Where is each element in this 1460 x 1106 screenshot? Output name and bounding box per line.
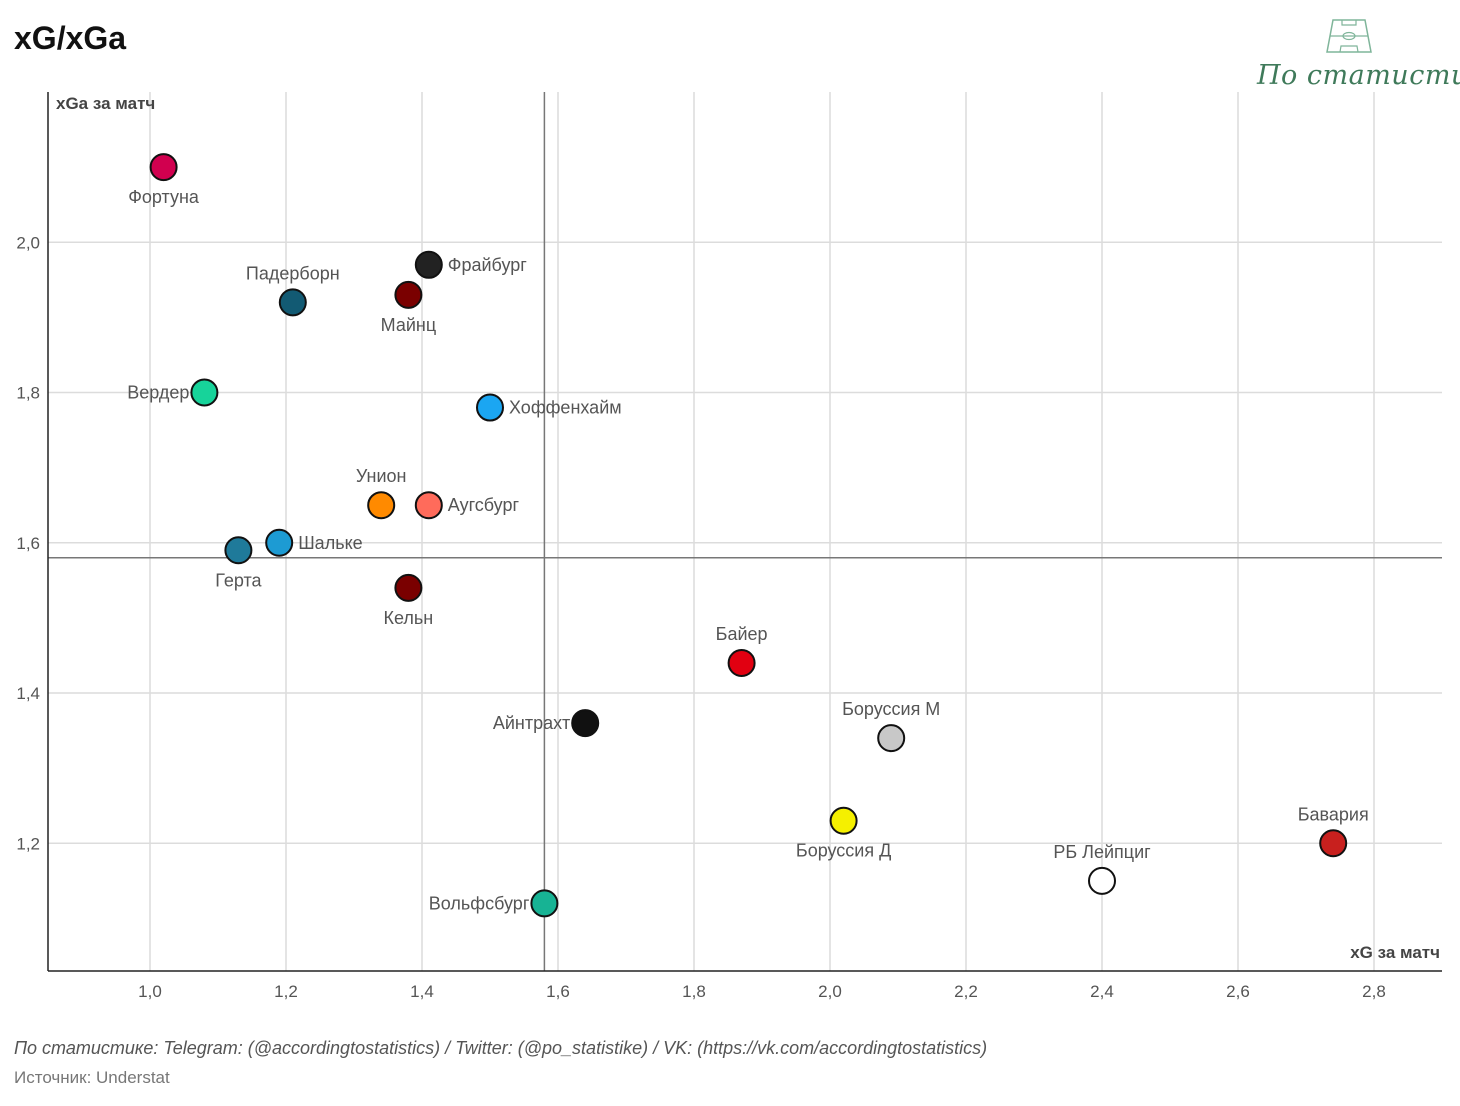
x-axis-label: xG за матч [1350,943,1440,962]
data-points [149,153,1348,918]
data-point [727,648,756,677]
data-label: Майнц [381,315,437,335]
data-label: Айнтрахт [493,713,570,733]
data-point [394,280,423,309]
data-point [829,806,858,835]
chart-title: xG/xGa [14,20,127,56]
data-point [224,536,253,565]
data-label: Аугсбург [448,495,520,515]
data-point [1088,866,1116,895]
data-point [394,573,423,602]
data-point [278,288,307,317]
y-tick-label: 1,2 [16,834,40,853]
x-tick-label: 1,2 [274,982,298,1001]
data-point [367,491,396,520]
data-point [877,724,906,753]
data-label: Боруссия М [842,699,940,719]
data-point [1319,829,1348,858]
tick-labels: 1,0 1,2 1,4 1,6 1,8 2,0 2,2 2,4 2,6 2,8 1,2 1,4 1,6 1… [16,233,1385,1001]
y-tick-label: 1,8 [16,384,40,403]
y-tick-label: 1,6 [16,534,40,553]
x-tick-label: 2,8 [1362,982,1386,1001]
data-point [530,889,559,918]
data-point [265,528,294,557]
grid-lines [48,92,1442,971]
data-point [414,491,443,520]
data-point [414,250,443,279]
data-label: Фортуна [128,187,200,207]
data-point [571,709,600,738]
data-label: РБ Лейпциг [1053,842,1151,862]
brand-logo: По статистике [1255,18,1460,98]
axes [47,92,1442,972]
x-tick-label: 2,4 [1090,982,1114,1001]
data-label: Шальке [298,533,362,553]
x-tick-label: 1,6 [546,982,570,1001]
data-label: Фрайбург [448,255,527,275]
source-note: Источник: Understat [14,1068,170,1087]
data-label: Кельн [384,608,434,628]
reference-lines [48,92,1442,971]
scatter-chart: 1,0 1,2 1,4 1,6 1,8 2,0 2,2 2,4 2,6 2,8 1,2 1,4 1,6 1… [16,92,1442,1001]
x-tick-label: 1,4 [410,982,434,1001]
data-label: Байер [716,624,768,644]
data-label: Герта [215,570,262,590]
credits-footer: По статистике: Telegram: (@accordingtost… [14,1038,988,1058]
data-label: Боруссия Д [796,841,891,861]
data-label: Унион [356,466,407,486]
data-label: Падерборн [246,263,340,283]
y-tick-label: 1,4 [16,684,40,703]
x-tick-label: 2,0 [818,982,842,1001]
point-labels: Фортуна Фрайбург Падерборн Майнц Вердер Хоффе… [127,187,1368,913]
data-label: Вердер [127,383,189,403]
data-point [149,153,178,182]
x-tick-label: 1,0 [138,982,162,1001]
data-label: Бавария [1298,804,1369,824]
football-pitch-icon [1326,19,1372,53]
y-axis-label: xGa за матч [56,94,155,113]
x-tick-label: 1,8 [682,982,706,1001]
data-point [190,378,219,407]
data-point [476,393,504,422]
logo-text: По статистике [1257,60,1460,91]
data-label: Вольфсбург [429,893,530,913]
x-tick-label: 2,6 [1226,982,1250,1001]
y-tick-label: 2,0 [16,233,40,252]
data-label: Хоффенхайм [509,398,622,418]
x-tick-label: 2,2 [954,982,978,1001]
